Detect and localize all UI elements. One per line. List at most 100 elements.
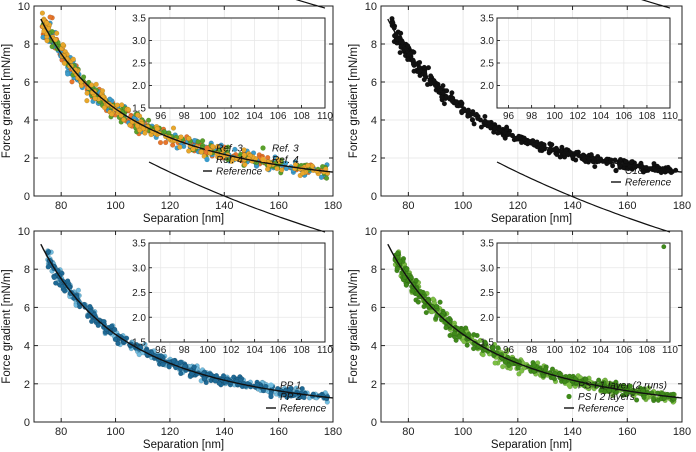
y-tick-label: 4 bbox=[371, 341, 377, 353]
data-point bbox=[154, 126, 160, 132]
inset-x-tick-label: 98 bbox=[526, 345, 538, 356]
inset-x-tick-label: 106 bbox=[270, 111, 287, 122]
data-point bbox=[75, 287, 82, 293]
legend-marker bbox=[613, 167, 619, 174]
data-point bbox=[543, 366, 549, 372]
inset-x-tick-label: 102 bbox=[223, 345, 240, 356]
data-point bbox=[85, 313, 91, 320]
y-tick-label: 6 bbox=[24, 77, 30, 89]
data-point bbox=[478, 124, 485, 130]
inset-x-tick-label: 102 bbox=[569, 345, 586, 356]
y-tick-label: 8 bbox=[371, 264, 377, 276]
legend-label: Reference bbox=[216, 167, 263, 178]
inset-reference-curve bbox=[641, 0, 671, 9]
data-point bbox=[421, 303, 427, 310]
y-tick-label: 6 bbox=[24, 302, 30, 314]
data-point bbox=[464, 342, 470, 348]
data-point bbox=[592, 164, 598, 170]
data-point bbox=[456, 334, 463, 340]
inset-x-tick-label: 100 bbox=[199, 345, 216, 356]
data-point bbox=[191, 364, 197, 370]
data-point bbox=[127, 122, 133, 128]
data-point bbox=[628, 159, 635, 165]
legend-label: Reference bbox=[625, 178, 672, 189]
data-point bbox=[650, 396, 657, 402]
inset-x-tick-label: 106 bbox=[270, 345, 287, 356]
inset-y-tick-label: 3.0 bbox=[480, 263, 494, 274]
inset-top-left: 96 98 100 102 104 106 108 110 1.5 2.0 2.5 3.0 3.5 bbox=[132, 0, 333, 122]
inset-x-tick-label: 96 bbox=[155, 111, 167, 122]
data-point bbox=[64, 71, 71, 77]
data-point bbox=[69, 79, 75, 85]
inset-bottom-left: 96 98 100 102 104 106 108 110 1.5 2.0 2.5 3.0 3.5 bbox=[132, 161, 333, 356]
inset-x-tick-label: 110 bbox=[662, 111, 678, 122]
x-tick-label: 80 bbox=[402, 200, 414, 212]
inset-y-tick-label: 1.5 bbox=[132, 104, 146, 115]
data-point bbox=[495, 130, 501, 136]
y-tick-label: 8 bbox=[24, 264, 30, 276]
x-tick-label: 80 bbox=[55, 200, 67, 212]
legend-label: PP 2 bbox=[280, 392, 302, 403]
inset-x-tick-label: 108 bbox=[639, 111, 656, 122]
data-point bbox=[201, 376, 207, 382]
data-point bbox=[275, 156, 281, 163]
x-tick-label: 100 bbox=[454, 200, 472, 212]
data-point bbox=[441, 101, 448, 107]
data-point bbox=[178, 370, 184, 377]
data-point bbox=[640, 169, 647, 175]
data-point bbox=[515, 365, 521, 371]
x-axis-label: Separation [nm] bbox=[143, 439, 224, 451]
inset-reference-curve bbox=[295, 0, 326, 9]
data-point bbox=[88, 318, 95, 325]
data-point bbox=[166, 364, 172, 370]
x-tick-label: 160 bbox=[269, 426, 287, 438]
x-tick-label: 100 bbox=[106, 426, 124, 438]
data-point bbox=[458, 99, 464, 105]
data-point bbox=[170, 125, 177, 131]
data-point bbox=[242, 162, 248, 168]
x-tick-label: 120 bbox=[509, 426, 527, 438]
x-tick-label: 80 bbox=[55, 426, 67, 438]
data-point bbox=[70, 56, 76, 62]
y-tick-label: 0 bbox=[24, 417, 30, 429]
inset-y-tick-label: 1.5 bbox=[480, 338, 494, 349]
inset-y-tick-label: 3.5 bbox=[480, 239, 494, 250]
legend-marker bbox=[566, 382, 572, 388]
data-point bbox=[447, 332, 453, 339]
data-point bbox=[482, 113, 488, 120]
plot-frame bbox=[33, 5, 334, 197]
inset-x-tick-label: 102 bbox=[569, 111, 586, 122]
data-point bbox=[324, 175, 330, 181]
data-point bbox=[84, 98, 90, 104]
data-point bbox=[135, 112, 141, 118]
x-tick-label: 180 bbox=[324, 200, 342, 212]
data-point bbox=[229, 158, 235, 165]
inset-y-tick-label: 3.5 bbox=[132, 239, 146, 250]
data-point bbox=[157, 140, 164, 146]
data-point bbox=[641, 394, 647, 401]
data-point bbox=[49, 43, 55, 50]
inset-bottom-right: 96 98 100 102 104 106 108 110 1.5 2.0 2.5 3.0 3.5 bbox=[480, 161, 678, 356]
data-point bbox=[495, 345, 501, 351]
x-axis-label: Separation [nm] bbox=[491, 439, 572, 451]
data-point bbox=[52, 37, 59, 43]
x-tick-label: 140 bbox=[563, 200, 581, 212]
data-point bbox=[170, 142, 176, 148]
data-point bbox=[99, 88, 106, 94]
inset-x-tick-label: 104 bbox=[246, 345, 263, 356]
data-point bbox=[53, 280, 59, 286]
x-axis-label: Separation [nm] bbox=[491, 213, 572, 225]
inset-top-right: 96 98 100 102 104 106 108 110 2.0 2.5 3.0 3.5 bbox=[480, 0, 678, 122]
data-point bbox=[84, 90, 90, 96]
legend-label: PS I 1 layer (2 runs) bbox=[578, 381, 667, 392]
data-point bbox=[120, 117, 127, 123]
data-point bbox=[232, 146, 238, 153]
data-point bbox=[210, 143, 216, 150]
y-tick-label: 0 bbox=[371, 417, 377, 429]
data-point bbox=[557, 154, 563, 160]
data-point bbox=[470, 108, 476, 115]
inset-y-tick-label: 2.0 bbox=[480, 313, 494, 324]
data-point bbox=[136, 352, 142, 358]
data-point bbox=[112, 336, 118, 343]
